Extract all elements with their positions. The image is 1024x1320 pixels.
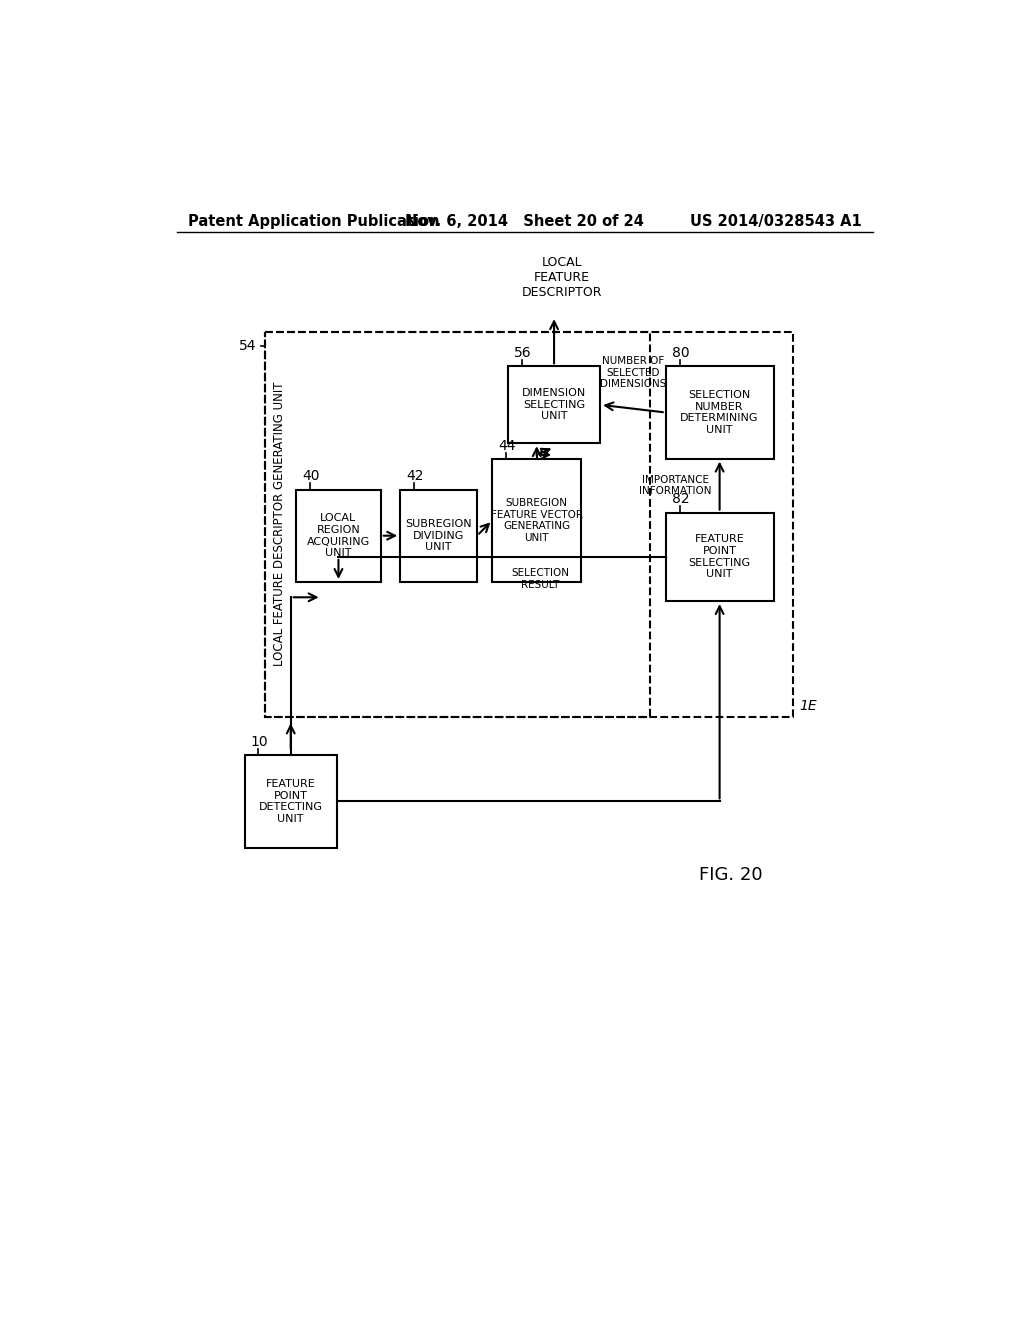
Bar [666,367,773,459]
Bar [245,755,337,847]
Bar [296,490,381,582]
Text: DIMENSION
SELECTING
UNIT: DIMENSION SELECTING UNIT [522,388,586,421]
Text: LOCAL
FEATURE
DESCRIPTOR: LOCAL FEATURE DESCRIPTOR [521,256,602,300]
Bar [265,331,650,717]
Text: Patent Application Publication: Patent Application Publication [188,214,440,230]
Text: SELECTION
NUMBER
DETERMINING
UNIT: SELECTION NUMBER DETERMINING UNIT [680,391,759,434]
Bar [508,367,600,444]
Text: FIG. 20: FIG. 20 [699,866,763,883]
Text: 44: 44 [499,438,516,453]
Text: 56: 56 [514,346,531,360]
Text: 82: 82 [672,492,689,507]
Bar [400,490,477,582]
Text: NUMBER OF
SELECTED
DIMENSIONS: NUMBER OF SELECTED DIMENSIONS [600,356,667,389]
Text: LOCAL
REGION
ACQUIRING
UNIT: LOCAL REGION ACQUIRING UNIT [307,513,370,558]
Text: FEATURE
POINT
SELECTING
UNIT: FEATURE POINT SELECTING UNIT [688,535,751,579]
Bar [493,459,581,582]
Text: IMPORTANCE
INFORMATION: IMPORTANCE INFORMATION [639,475,712,496]
Text: 54: 54 [239,338,256,352]
Text: 40: 40 [302,470,319,483]
Text: SUBREGION
DIVIDING
UNIT: SUBREGION DIVIDING UNIT [406,519,472,552]
Text: FEATURE
POINT
DETECTING
UNIT: FEATURE POINT DETECTING UNIT [259,779,323,824]
Text: 1E: 1E [799,698,816,713]
Text: SELECTION
RESULT: SELECTION RESULT [512,569,569,590]
Text: 80: 80 [672,346,689,360]
Text: 42: 42 [407,470,424,483]
Text: LOCAL FEATURE DESCRIPTOR GENERATING UNIT: LOCAL FEATURE DESCRIPTOR GENERATING UNIT [272,381,286,667]
Text: 10: 10 [251,735,268,748]
Text: SUBREGION
FEATURE VECTOR
GENERATING
UNIT: SUBREGION FEATURE VECTOR GENERATING UNIT [490,498,583,543]
Bar [666,512,773,601]
Bar [265,331,793,717]
Text: US 2014/0328543 A1: US 2014/0328543 A1 [690,214,862,230]
Text: Nov. 6, 2014   Sheet 20 of 24: Nov. 6, 2014 Sheet 20 of 24 [406,214,644,230]
